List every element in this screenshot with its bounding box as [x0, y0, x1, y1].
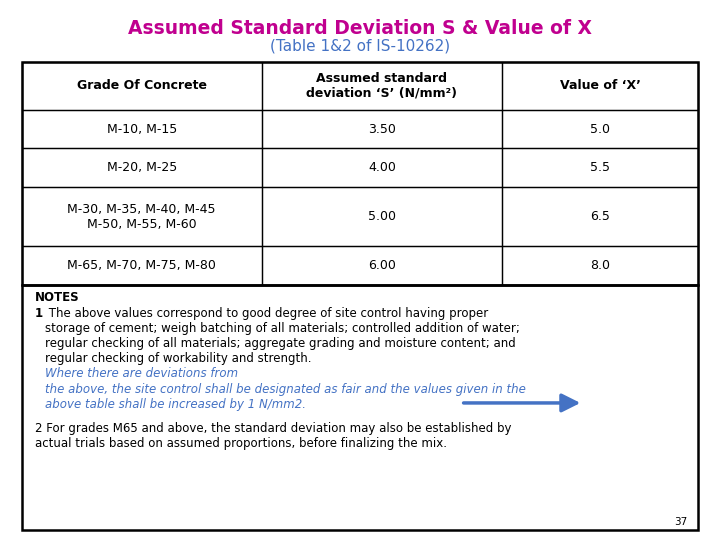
- Text: 6.00: 6.00: [368, 259, 396, 272]
- Text: M-20, M-25: M-20, M-25: [107, 161, 177, 174]
- Bar: [262, 110, 502, 148]
- Text: M-10, M-15: M-10, M-15: [107, 123, 177, 136]
- Text: Assumed Standard Deviation S & Value of X: Assumed Standard Deviation S & Value of …: [128, 19, 592, 38]
- Bar: [262, 187, 502, 246]
- Text: Grade Of Concrete: Grade Of Concrete: [77, 79, 207, 92]
- Bar: [262, 246, 502, 285]
- Bar: [22, 285, 698, 530]
- Text: Value of ‘X’: Value of ‘X’: [560, 79, 641, 92]
- Text: M-30, M-35, M-40, M-45
M-50, M-55, M-60: M-30, M-35, M-40, M-45 M-50, M-55, M-60: [68, 202, 216, 231]
- Bar: [502, 148, 698, 187]
- Text: 2 For grades M65 and above, the standard deviation may also be established by: 2 For grades M65 and above, the standard…: [35, 422, 511, 435]
- Text: NOTES: NOTES: [35, 291, 79, 304]
- Text: 5.5: 5.5: [590, 161, 611, 174]
- Text: actual trials based on assumed proportions, before finalizing the mix.: actual trials based on assumed proportio…: [35, 437, 446, 450]
- Bar: [502, 246, 698, 285]
- Text: storage of cement; weigh batching of all materials; controlled addition of water: storage of cement; weigh batching of all…: [45, 322, 521, 335]
- Bar: [22, 110, 262, 148]
- Bar: [262, 148, 502, 187]
- Text: the above, the site control shall be designated as fair and the values given in : the above, the site control shall be des…: [45, 382, 526, 395]
- Text: 4.00: 4.00: [368, 161, 396, 174]
- Bar: [22, 62, 262, 110]
- Text: (Table 1&2 of IS-10262): (Table 1&2 of IS-10262): [270, 39, 450, 54]
- Text: above table shall be increased by 1 N/mm2.: above table shall be increased by 1 N/mm…: [45, 397, 307, 410]
- Text: Assumed standard
deviation ‘S’ (N/mm²): Assumed standard deviation ‘S’ (N/mm²): [307, 72, 457, 100]
- Text: 3.50: 3.50: [368, 123, 396, 136]
- Text: 1: 1: [35, 307, 42, 320]
- Bar: [22, 62, 698, 285]
- Bar: [502, 62, 698, 110]
- Text: 6.5: 6.5: [590, 210, 611, 223]
- Text: 8.0: 8.0: [590, 259, 611, 272]
- Text: 37: 37: [675, 517, 688, 527]
- Bar: [262, 62, 502, 110]
- Bar: [22, 187, 262, 246]
- Text: Where there are deviations from: Where there are deviations from: [45, 367, 238, 380]
- Text: The above values correspond to good degree of site control having proper: The above values correspond to good degr…: [45, 307, 489, 320]
- Text: regular checking of workability and strength.: regular checking of workability and stre…: [45, 352, 315, 365]
- Text: regular checking of all materials; aggregate grading and moisture content; and: regular checking of all materials; aggre…: [45, 337, 516, 350]
- Bar: [502, 110, 698, 148]
- Bar: [22, 148, 262, 187]
- Text: 5.0: 5.0: [590, 123, 611, 136]
- Text: M-65, M-70, M-75, M-80: M-65, M-70, M-75, M-80: [67, 259, 216, 272]
- Text: 5.00: 5.00: [368, 210, 396, 223]
- Bar: [22, 246, 262, 285]
- Bar: [502, 187, 698, 246]
